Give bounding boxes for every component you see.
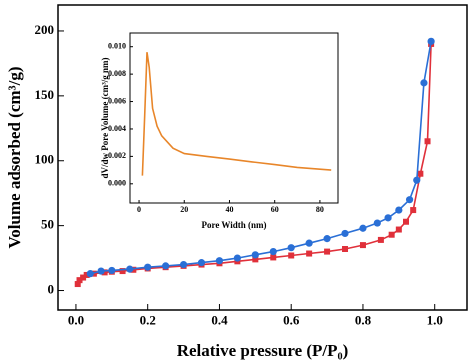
marker (413, 176, 421, 184)
marker (97, 267, 105, 275)
marker (179, 260, 188, 269)
y-tick-label: 0.002 (108, 151, 126, 160)
x-tick-label: 0.2 (140, 313, 156, 328)
marker (388, 231, 395, 238)
y-tick-label: 0.006 (108, 96, 126, 105)
inset-frame (129, 32, 339, 204)
x-axis-label: Relative pressure (P/P₀) (177, 341, 349, 360)
y-tick-label: 0.004 (108, 124, 126, 133)
x-tick-label: 0.6 (283, 313, 300, 328)
marker (144, 263, 152, 271)
y-tick-label: 150 (35, 87, 55, 102)
marker (270, 254, 277, 261)
marker (405, 196, 414, 204)
x-tick-label: 80 (316, 205, 324, 214)
y-tick-label: 0 (48, 282, 55, 297)
marker (119, 268, 126, 275)
marker (252, 256, 259, 263)
marker (324, 248, 331, 255)
marker (359, 242, 366, 249)
marker (373, 219, 381, 227)
marker (126, 265, 134, 273)
marker (323, 235, 331, 243)
y-tick-label: 100 (35, 152, 55, 167)
marker (410, 207, 417, 214)
marker (74, 281, 81, 288)
y-tick-label: 0.000 (108, 179, 126, 188)
x-tick-label: 40 (225, 205, 233, 214)
marker (86, 270, 94, 278)
marker (417, 170, 424, 177)
marker (251, 251, 259, 259)
marker (76, 277, 83, 284)
x-tick-label: 20 (180, 205, 188, 214)
y-tick-label: 50 (41, 217, 54, 232)
x-tick-label: 0.8 (355, 313, 372, 328)
y-tick-label: 0.010 (108, 42, 126, 51)
marker (305, 239, 313, 247)
marker (427, 37, 435, 45)
marker (395, 226, 402, 233)
y-tick-label: 200 (35, 22, 55, 37)
marker (403, 218, 410, 225)
marker (80, 274, 87, 281)
x-tick-label: 0.0 (68, 313, 84, 328)
x-tick-label: 0 (137, 205, 141, 214)
marker (269, 247, 277, 256)
marker (233, 254, 241, 262)
marker (377, 236, 384, 243)
marker (288, 252, 295, 259)
x-tick-label: 1.0 (427, 313, 443, 328)
marker (197, 259, 206, 267)
marker (287, 244, 295, 252)
marker (341, 229, 349, 238)
marker (108, 266, 116, 275)
marker (101, 269, 108, 276)
x-tick-label: 60 (271, 205, 279, 214)
series-line (141, 52, 332, 176)
marker (306, 250, 313, 257)
marker (384, 214, 392, 222)
y-axis-label: dV/dw Pore Volume (cm³/g nm) (100, 57, 110, 178)
marker (395, 206, 403, 214)
marker (83, 271, 90, 278)
marker (130, 266, 137, 273)
marker (162, 262, 170, 270)
x-tick-label: 0.4 (211, 313, 228, 328)
y-tick-label: 0.008 (108, 69, 126, 78)
marker (420, 79, 428, 87)
marker (359, 224, 367, 232)
marker (342, 246, 349, 252)
marker (424, 138, 431, 145)
marker (215, 257, 224, 265)
y-axis-label: Volume adsorbed (cm³/g) (5, 66, 24, 248)
x-axis-label: Pore Width (nm) (201, 220, 266, 230)
